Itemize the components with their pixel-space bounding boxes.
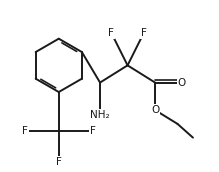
Text: O: O (151, 105, 159, 115)
Text: F: F (90, 126, 96, 136)
Text: F: F (108, 28, 114, 38)
Text: F: F (56, 157, 62, 166)
Text: F: F (22, 126, 28, 136)
Text: O: O (177, 78, 186, 88)
Text: NH₂: NH₂ (90, 110, 110, 120)
Text: F: F (141, 28, 147, 38)
